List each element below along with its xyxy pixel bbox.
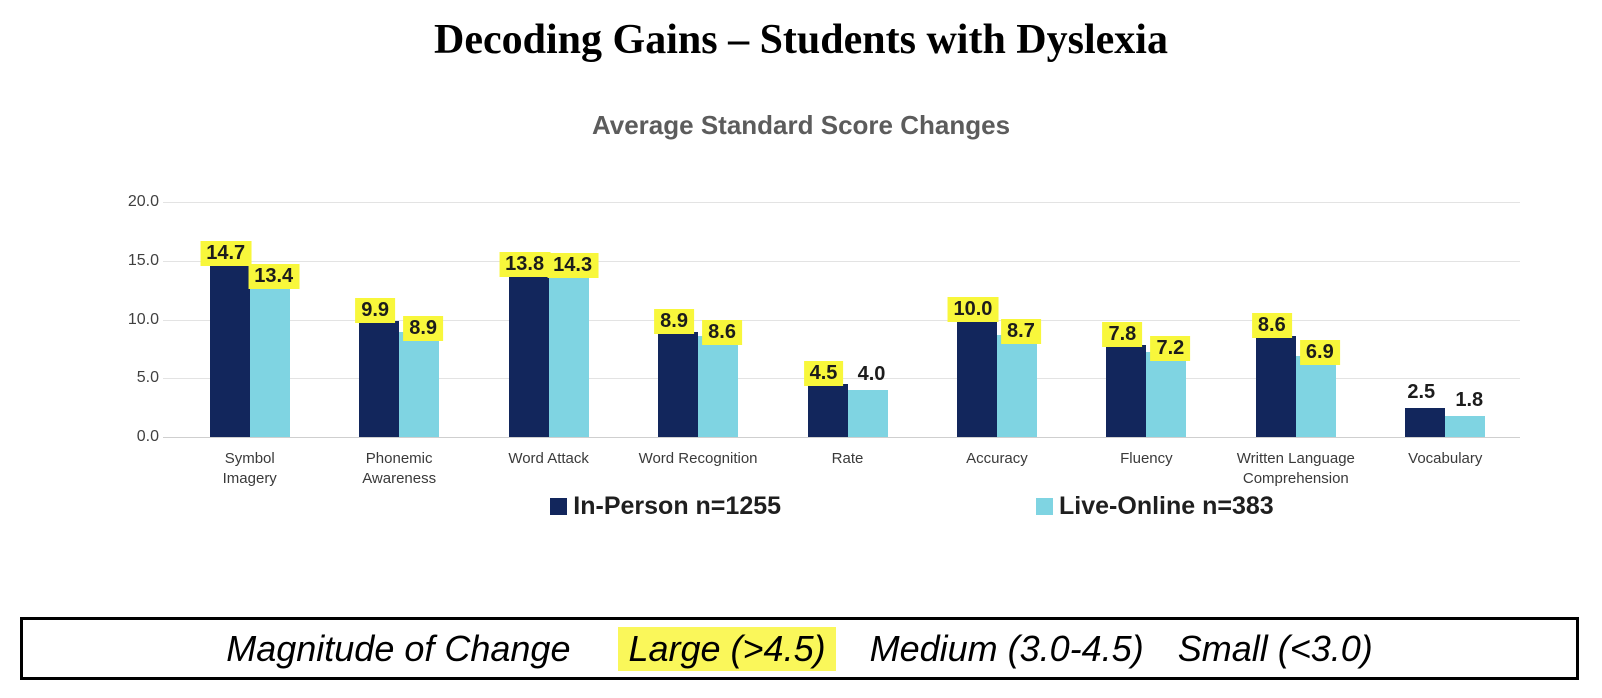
y-axis-tick-label: 10.0 [127, 310, 159, 328]
bar-live-online [996, 334, 1037, 437]
bar-in-person [1405, 407, 1446, 437]
bar-in-person [508, 274, 549, 437]
value-label: 2.5 [1407, 380, 1436, 403]
category-label: Word Recognition [638, 450, 758, 467]
magnitude-legend-box: Magnitude of Change Large (>4.5) Medium … [20, 617, 1579, 680]
bar-live-online [847, 390, 888, 437]
y-axis-tick-label: 15.0 [127, 251, 159, 269]
value-label: 9.9 [355, 297, 396, 323]
y-axis-tick-label: 5.0 [136, 369, 159, 387]
bar-live-online [1295, 355, 1336, 437]
gridline [163, 202, 1520, 203]
plot-area: 0.0 5.0 10.0 15.0 20.0 14.7 13.4 Symbol Imagery… [128, 193, 1520, 487]
bar-live-online [399, 332, 440, 437]
value-label: 10.0 [947, 296, 999, 322]
category-label: Written Language Comprehension [1236, 450, 1355, 488]
y-axis-tick-label: 20.0 [127, 193, 159, 210]
page-title: Decoding Gains – Students with Dyslexia [434, 17, 1168, 63]
magnitude-label: Magnitude of Change [226, 627, 571, 669]
value-label: 8.6 [702, 319, 742, 345]
bar-in-person [1255, 335, 1296, 437]
value-label: 8.6 [1251, 312, 1292, 338]
value-label: 8.9 [654, 309, 694, 335]
y-axis-tick-label: 0.0 [136, 428, 159, 445]
gridline [163, 260, 1520, 262]
category-label: Vocabulary [1408, 450, 1483, 467]
category-label: Phonemic Awareness [362, 450, 437, 488]
value-label: 6.9 [1299, 339, 1340, 365]
legend-swatch-in-person [550, 498, 568, 515]
legend-label: Live-Online n=383 [1059, 492, 1274, 520]
value-label: 1.8 [1455, 388, 1484, 411]
value-label: 14.3 [547, 252, 599, 278]
gridline [163, 319, 1520, 321]
bar-live-online [698, 335, 739, 437]
gridline [163, 437, 1520, 438]
value-label: 8.9 [403, 316, 444, 342]
category-label: Word Attack [508, 450, 589, 467]
value-label: 7.2 [1150, 336, 1191, 362]
legend-item-in-person: In-Person n=1255 [550, 492, 781, 521]
bar-live-online [548, 268, 589, 437]
category-label: Accuracy [966, 450, 1028, 467]
value-label: 7.8 [1102, 322, 1143, 348]
bar-in-person [658, 332, 699, 437]
bar-in-person [1106, 345, 1147, 437]
chart-legend: In-Person n=1255 Live-Online n=383 [222, 492, 1602, 521]
magnitude-medium: Medium (3.0-4.5) [869, 627, 1144, 669]
category-label: Fluency [1120, 450, 1173, 467]
legend-swatch-live-online [1036, 498, 1054, 515]
bar-in-person [209, 264, 250, 437]
bar-live-online [249, 279, 290, 437]
value-label: 13.4 [248, 263, 300, 289]
bar-in-person [807, 384, 848, 437]
value-label: 4.0 [857, 363, 886, 385]
value-label: 4.5 [803, 361, 844, 387]
magnitude-large: Large (>4.5) [618, 626, 836, 671]
value-label: 8.7 [1001, 318, 1041, 344]
bar-live-online [1445, 415, 1486, 437]
legend-label: In-Person n=1255 [573, 492, 782, 520]
category-label: Symbol Imagery [222, 450, 277, 488]
bar-in-person [956, 319, 997, 437]
bar-live-online [1146, 352, 1187, 437]
category-label: Rate [831, 450, 864, 467]
legend-item-live-online: Live-Online n=383 [1036, 492, 1274, 521]
magnitude-small: Small (<3.0) [1177, 627, 1373, 669]
value-label: 14.7 [200, 241, 252, 267]
bar-in-person [359, 320, 400, 437]
chart-subtitle: Average Standard Score Changes [591, 110, 1011, 140]
value-label: 13.8 [499, 251, 551, 277]
